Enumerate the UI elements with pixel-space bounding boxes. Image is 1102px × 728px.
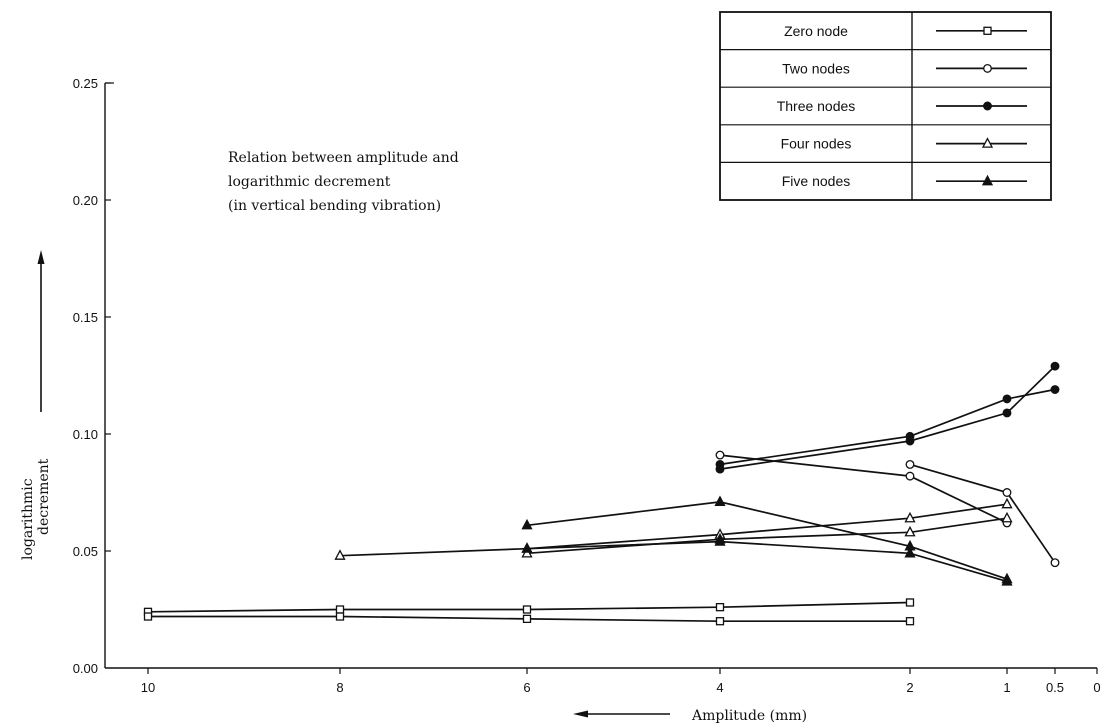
x-tick-label: 1 [1003,680,1010,695]
x-axis-label: Amplitude (mm) [691,708,807,724]
series-layer [143,361,1060,626]
data-point [905,459,915,469]
y-tick-label: 0.15 [73,310,98,325]
x-tick-label: 0 [1093,680,1100,695]
y-axis-label-line-2: decrement [36,458,52,535]
data-point [521,518,533,530]
data-point [904,511,916,523]
series-two-nodes [715,450,1060,568]
data-point [334,549,346,560]
x-axis-label-group: Amplitude (mm) [573,708,807,724]
x-tick-label: 10 [141,680,155,695]
series-three-nodes [715,361,1060,474]
legend-item: Three nodes [777,98,1027,114]
legend-label: Three nodes [777,98,856,114]
data-point [521,542,533,553]
title-line-1: Relation between amplitude and [228,150,459,166]
legend-item: Five nodes [782,173,1027,189]
data-point [522,605,532,614]
y-axis-label-line-1: logarithmic [20,478,36,560]
data-point [905,617,915,626]
data-point [905,471,915,481]
data-point [335,612,345,621]
data-point [905,431,915,441]
legend-label: Four nodes [781,136,852,152]
data-point [981,174,994,186]
axes: 0.00 0.05 0.10 0.15 0.20 0.25 10 8 6 4 2 1 0.5 0 [73,76,1101,695]
legend-label: Zero node [784,23,848,39]
series-line [909,463,1056,564]
y-tick-label: 0.20 [73,193,98,208]
data-point [143,612,153,621]
data-point [1050,361,1060,371]
data-point [904,546,916,558]
legend-item: Two nodes [782,60,1027,76]
x-tick-label: 0.5 [1046,680,1064,695]
x-tick-label: 4 [716,680,723,695]
x-tick-label: 8 [336,680,343,695]
data-point [335,605,345,614]
data-point [1002,408,1012,418]
data-point [1050,385,1060,394]
series-line [526,540,1008,583]
legend-item: Four nodes [781,136,1027,152]
series-zero-node [143,598,915,626]
legend-item: Zero node [784,23,1027,39]
data-point [1001,497,1013,509]
data-point [1001,575,1013,586]
data-point [981,137,994,148]
data-point [983,101,992,111]
y-tick-label: 0.10 [73,427,98,442]
legend: Zero node Two nodes Three nodes Four nodes F… [719,11,1052,201]
data-point [714,535,726,546]
data-point [522,614,532,624]
data-point [715,459,725,469]
title-line-3: (in vertical bending vibration) [228,198,441,214]
data-point [904,525,916,537]
data-point [983,26,992,35]
series-line [526,517,1008,555]
title-line-2: logarithmic decrement [228,174,391,190]
y-axis-arrow-head [37,250,45,264]
series-line [719,365,1056,470]
data-point [983,63,992,73]
y-tick-label: 0.00 [73,661,98,676]
data-point [1050,558,1060,568]
data-point [1002,488,1012,497]
y-tick-label: 0.25 [73,76,98,91]
series-line [719,388,1056,466]
y-tick-label: 0.05 [73,544,98,559]
x-tick-label: 6 [523,680,530,695]
legend-label: Two nodes [782,60,850,76]
data-point [1002,394,1012,404]
data-point [905,598,915,607]
data-point [1001,511,1013,523]
x-axis-arrow-head [573,710,588,718]
x-tick-label: 2 [906,680,913,695]
series-five-nodes [521,495,1013,586]
data-point [715,450,725,460]
data-point [715,603,725,612]
chart-title: Relation between amplitude and logarithm… [228,150,459,214]
series-line [526,501,1008,580]
data-point [714,495,726,507]
data-point [715,617,725,626]
legend-label: Five nodes [782,173,850,189]
y-axis-label: logarithmic decrement [20,250,52,560]
